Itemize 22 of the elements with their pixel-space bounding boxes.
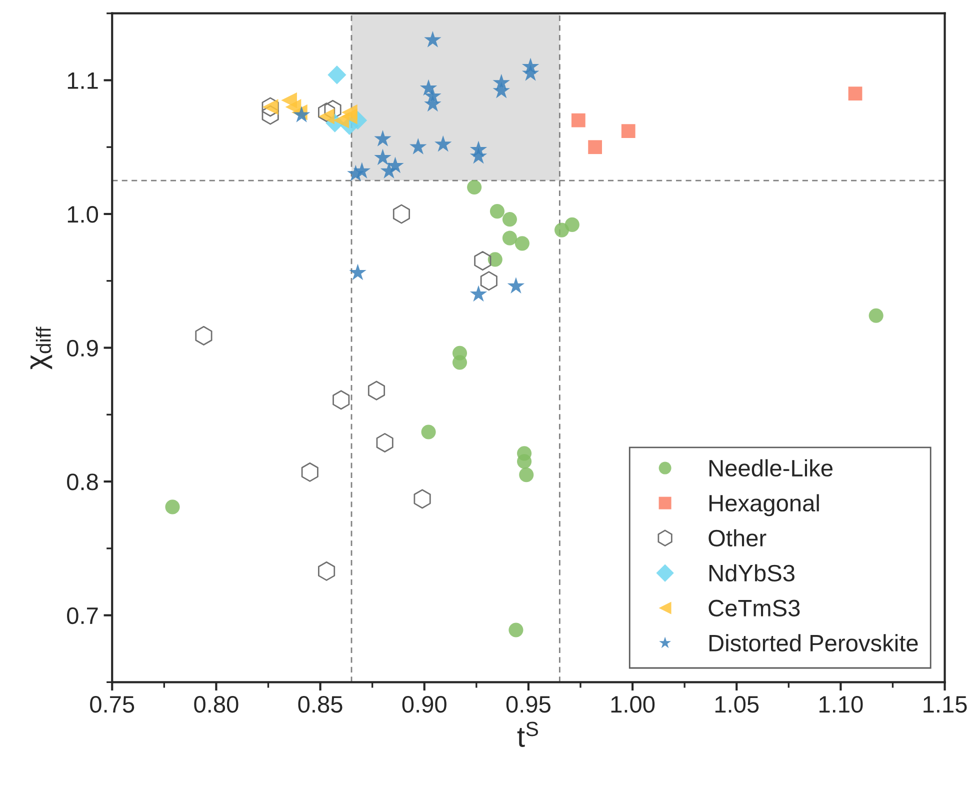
legend-label: CeTmS3 <box>708 600 800 617</box>
y-tick-label: 0.8 <box>67 474 98 490</box>
x-tick-label: 1.00 <box>611 696 655 713</box>
legend-label: Distorted Perovskite <box>709 634 918 652</box>
x-tick-label: 0.85 <box>298 696 342 713</box>
x-tick-label: 0.90 <box>402 696 446 713</box>
y-tick-label: 1.1 <box>68 72 98 89</box>
y-tick-label: 0.9 <box>67 340 98 357</box>
y-axis-title: χ$_{diff}$ <box>30 326 52 370</box>
x-tick-label: 0.75 <box>90 696 134 713</box>
x-axis-title: t$^{S}$ <box>517 722 538 748</box>
legend-label: Hexagonal <box>709 494 819 516</box>
legend-label: NdYbS3 <box>709 564 794 582</box>
y-tick-label: 0.7 <box>67 607 98 624</box>
x-tick-label: 0.80 <box>194 696 238 713</box>
y-tick-label: 1.0 <box>68 206 98 223</box>
legend-label: Other <box>708 529 766 547</box>
x-tick-label: 1.10 <box>820 696 863 713</box>
legend-label: Needle-Like <box>709 459 832 477</box>
x-tick-label: 0.95 <box>506 696 550 713</box>
x-tick-label: 1.05 <box>715 696 759 713</box>
x-tick-label: 1.15 <box>924 696 967 713</box>
